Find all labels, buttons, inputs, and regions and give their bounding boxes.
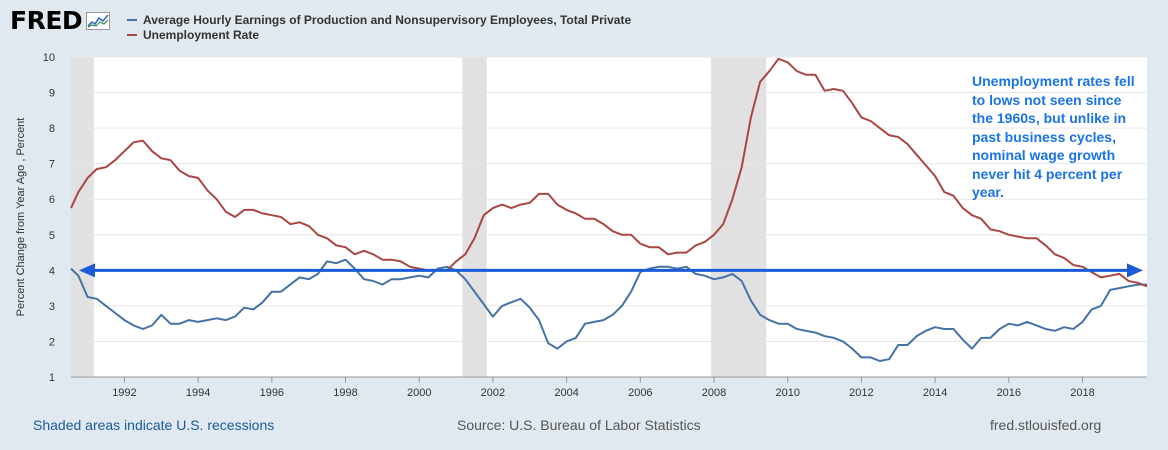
source-note: Source: U.S. Bureau of Labor Statistics bbox=[457, 417, 701, 433]
x-tick-label-2018: 2018 bbox=[1070, 387, 1094, 399]
arrow-head-left bbox=[79, 263, 95, 278]
legend-swatch-unemployment bbox=[127, 33, 137, 36]
legend-item-unemployment[interactable]: Unemployment Rate bbox=[127, 27, 631, 42]
chart-legend: Average Hourly Earnings of Production an… bbox=[127, 12, 631, 42]
x-tick-label-2014: 2014 bbox=[923, 387, 947, 399]
chart-trend-icon bbox=[86, 11, 111, 30]
y-tick-label-3: 3 bbox=[49, 301, 55, 313]
y-tick-label-7: 7 bbox=[49, 159, 55, 171]
x-tick-label-2010: 2010 bbox=[775, 387, 799, 399]
recession-band-2 bbox=[711, 57, 767, 377]
logo-text: FRED bbox=[10, 6, 83, 35]
reference-arrow bbox=[79, 263, 1143, 278]
fred-logo[interactable]: FRED bbox=[10, 6, 111, 35]
x-tick-label-2016: 2016 bbox=[997, 387, 1021, 399]
line-chart: 1 2 3 4 5 6 7 8 9 10 1992 1994 1996 1998 2000 2002 2004… bbox=[15, 52, 1148, 399]
y-tick-label-2: 2 bbox=[49, 336, 55, 348]
x-tick-label-1994: 1994 bbox=[186, 387, 210, 399]
x-tick-label-2008: 2008 bbox=[702, 387, 726, 399]
legend-item-earnings[interactable]: Average Hourly Earnings of Production an… bbox=[127, 12, 631, 27]
site-link[interactable]: fred.stlouisfed.org bbox=[990, 417, 1102, 433]
series-lines bbox=[70, 57, 1148, 362]
arrow-head-right bbox=[1127, 263, 1143, 278]
x-tick-label-2002: 2002 bbox=[481, 387, 505, 399]
x-tick-label-1996: 1996 bbox=[260, 387, 284, 399]
legend-label-earnings: Average Hourly Earnings of Production an… bbox=[143, 12, 632, 27]
x-tick-label-2012: 2012 bbox=[849, 387, 873, 399]
x-axis-ticks: 1992 1994 1996 1998 2000 2002 2004 2006 2008 2010… bbox=[71, 376, 1147, 399]
y-axis-ticks: 1 2 3 4 5 6 7 8 9 10 bbox=[43, 52, 55, 384]
series-line-earnings bbox=[70, 258, 1147, 362]
x-tick-label-2000: 2000 bbox=[407, 387, 431, 399]
legend-label-unemployment: Unemployment Rate bbox=[143, 27, 260, 42]
y-axis-label: Percent Change from Year Ago , Percent bbox=[15, 118, 27, 317]
recession-band-0 bbox=[71, 57, 94, 377]
series-line-unemployment bbox=[70, 57, 1148, 288]
y-tick-label-6: 6 bbox=[49, 194, 55, 206]
x-tick-label-2006: 2006 bbox=[628, 387, 652, 399]
x-tick-label-1992: 1992 bbox=[112, 387, 136, 399]
legend-swatch-earnings bbox=[127, 18, 137, 21]
y-tick-label-10: 10 bbox=[43, 52, 55, 64]
y-tick-label-8: 8 bbox=[49, 123, 55, 135]
x-tick-label-1998: 1998 bbox=[333, 387, 357, 399]
plot-area-background bbox=[71, 57, 1147, 377]
x-tick-label-2004: 2004 bbox=[554, 387, 578, 399]
y-tick-label-4: 4 bbox=[49, 265, 55, 277]
chart-header: FRED Average Hourly Earnings of Producti… bbox=[0, 0, 1168, 50]
y-tick-label-1: 1 bbox=[49, 372, 55, 384]
y-tick-label-9: 9 bbox=[49, 88, 55, 100]
y-tick-label-5: 5 bbox=[49, 230, 55, 242]
recession-note[interactable]: Shaded areas indicate U.S. recessions bbox=[33, 417, 275, 433]
chart-annotation: Unemployment rates fell to lows not seen… bbox=[972, 73, 1135, 200]
